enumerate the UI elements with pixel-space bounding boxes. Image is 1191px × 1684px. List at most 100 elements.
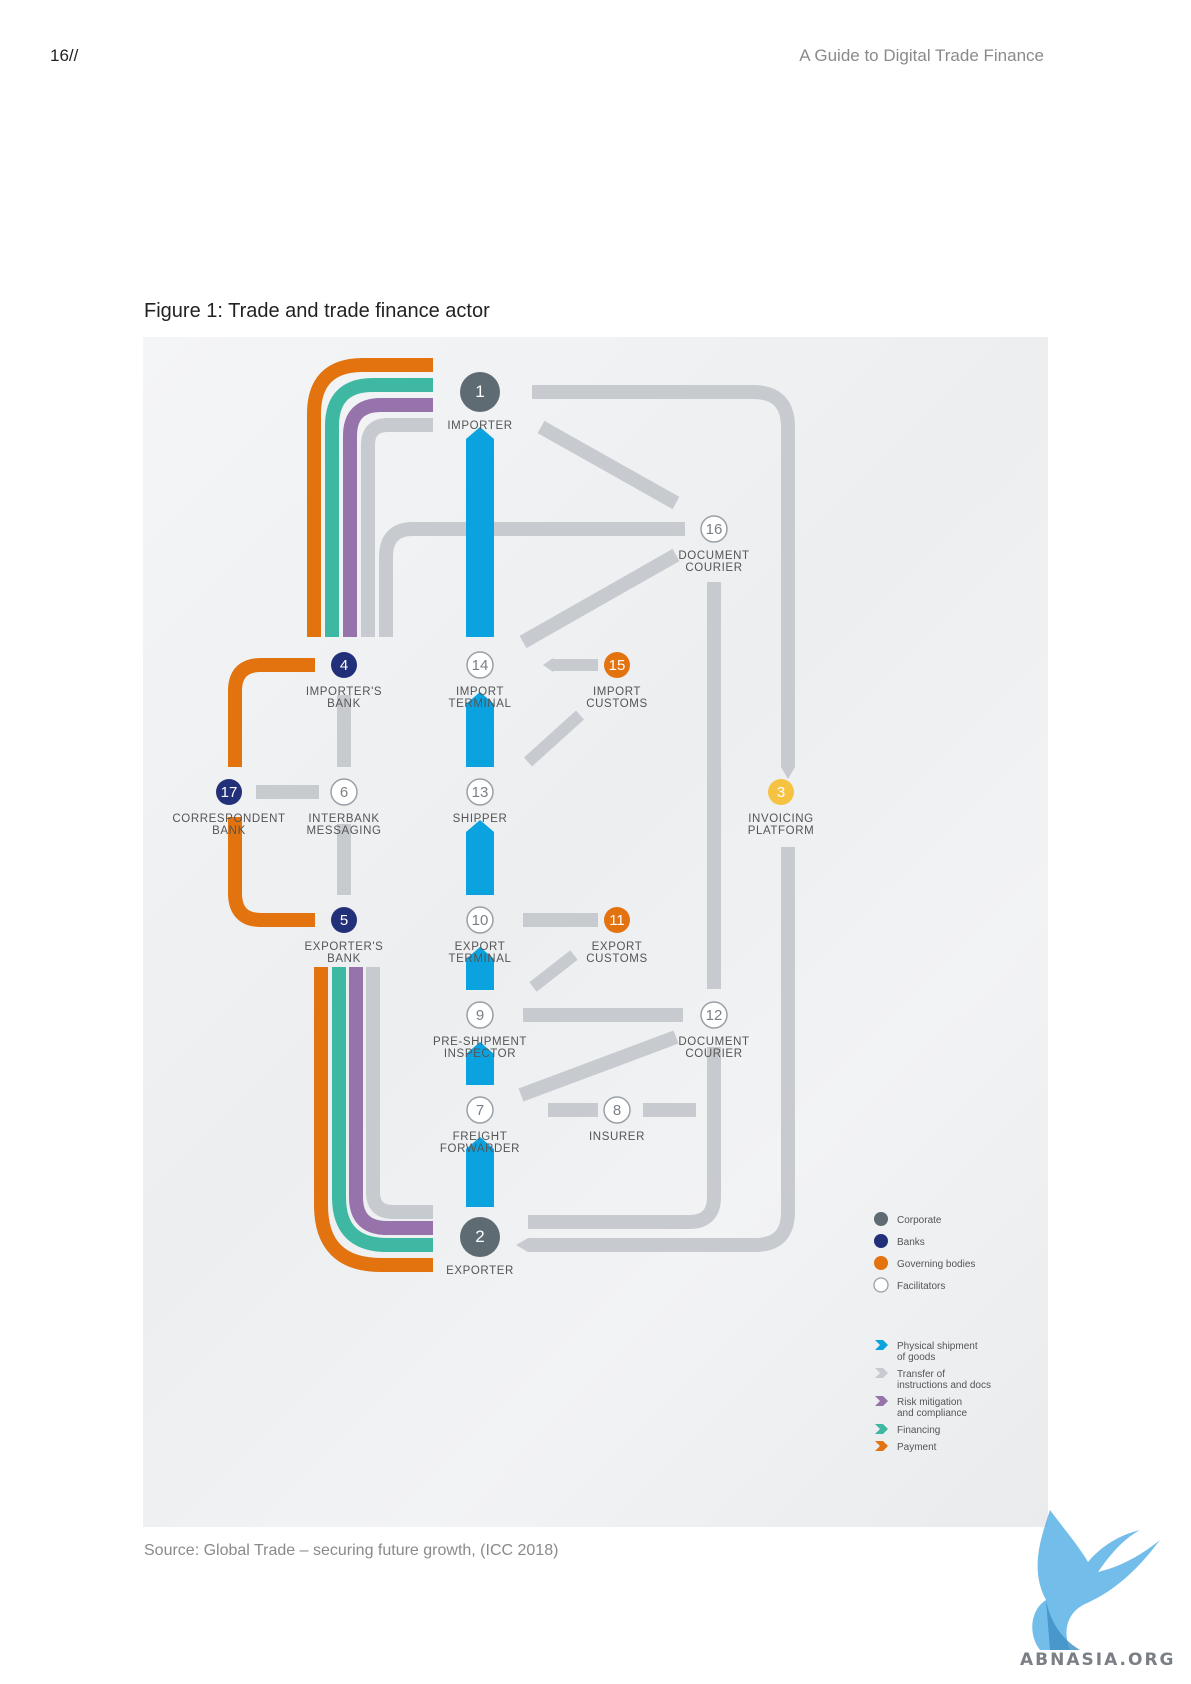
transfer-arrowhead <box>543 658 553 672</box>
node-7-marker <box>466 1096 494 1124</box>
legend-physical-chevron-icon <box>875 1340 888 1350</box>
transfer-courier12-forwarder <box>518 1030 679 1102</box>
node-17-marker <box>216 779 242 805</box>
node-4-marker <box>331 652 357 678</box>
node-14-label: IMPORT <box>456 686 504 698</box>
node-16-label: DOCUMENT <box>678 550 749 562</box>
node-10-marker <box>466 906 494 934</box>
running-title: A Guide to Digital Trade Finance <box>799 46 1044 65</box>
legend-governing-swatch <box>874 1256 888 1270</box>
transfer-arrowhead <box>781 767 795 779</box>
transfer-importer-invoicing <box>532 385 795 767</box>
legend-physical-label: Physical shipment <box>897 1341 978 1352</box>
transfer-shipper-customs15 <box>523 710 585 767</box>
physical-arrowhead <box>466 820 494 832</box>
legend-payment-chevron-icon <box>875 1441 888 1451</box>
physical-arrowhead <box>466 947 494 959</box>
node-13-number: 13 <box>472 784 489 801</box>
legend-bank-swatch <box>874 1234 888 1248</box>
node-7-label: FORWARDER <box>440 1143 520 1155</box>
legend-risk-label: Risk mitigation <box>897 1397 962 1408</box>
legend-risk-chevron-icon <box>875 1396 888 1406</box>
node-14-marker <box>466 651 494 679</box>
legend-financing-chevron-icon <box>875 1424 888 1434</box>
node-6-number: 6 <box>340 784 348 801</box>
legend-flow-payment: Payment <box>875 1441 937 1453</box>
node-3-marker <box>768 779 794 805</box>
watermark-text: ABNASIA.ORG <box>1020 1650 1176 1670</box>
node-12-label: COURIER <box>685 1048 742 1060</box>
node-3-number: 3 <box>777 784 785 801</box>
node-16-number: 16 <box>706 521 723 538</box>
transfer-importer-bank4 <box>361 418 433 637</box>
transfer-courier16-bank <box>379 522 685 637</box>
legend-payment-label: Payment <box>897 1442 937 1453</box>
node-6-label: INTERBANK <box>308 813 379 825</box>
node-15-number: 15 <box>609 657 626 674</box>
node-17-label: CORRESPONDENT <box>172 813 285 825</box>
legend-governing-label: Governing bodies <box>897 1259 975 1270</box>
payment-correspondent-bank5 <box>228 817 315 927</box>
legend-facilitator-swatch <box>873 1277 889 1293</box>
page-number: 16// <box>50 46 79 65</box>
risk-importer-bank4 <box>343 398 433 637</box>
physical-arrowhead <box>466 427 494 439</box>
node-1-number: 1 <box>475 382 484 401</box>
legend-bank-label: Banks <box>897 1237 925 1248</box>
node-17-number: 17 <box>221 784 238 801</box>
legend-corporate-label: Corporate <box>897 1215 942 1226</box>
legend-corporate-swatch <box>874 1212 888 1226</box>
physical-arrowhead <box>466 692 494 704</box>
node-14-label: TERMINAL <box>449 698 512 710</box>
node-3-label: PLATFORM <box>748 825 815 837</box>
figure-source: Source: Global Trade – securing future g… <box>144 1542 559 1559</box>
diagram-panel: 1 IMPORTER 2 EXPORTER 3 INVOICING PLATFORM 4 IMP… <box>143 337 1048 1527</box>
node-1-marker <box>460 372 500 412</box>
physical-arrowhead <box>466 1042 494 1054</box>
node-11-marker <box>604 907 630 933</box>
node-10-label: EXPORT <box>455 941 506 953</box>
node-6-label: MESSAGING <box>306 825 381 837</box>
transfer-invoicing-exporter <box>528 847 795 1252</box>
node-9-label: PRE-SHIPMENT <box>433 1036 527 1048</box>
transfer-arrowhead <box>516 1238 528 1252</box>
legend-flow-financing: Financing <box>875 1424 940 1436</box>
legend-financing-label: Financing <box>897 1425 940 1436</box>
legend-actor-corporate: Corporate <box>874 1212 942 1226</box>
node-13: 13 SHIPPER <box>453 778 507 825</box>
node-8-number: 8 <box>613 1102 621 1119</box>
legend-transfer-chevron-icon <box>875 1368 888 1378</box>
transfer-courier12-exporter <box>528 1047 721 1229</box>
legend-actor-bank: Banks <box>874 1234 925 1248</box>
node-15-marker <box>604 652 630 678</box>
legend-actor-facilitator: Facilitators <box>873 1277 945 1293</box>
node-6-marker <box>330 778 358 806</box>
node-16-label: COURIER <box>685 562 742 574</box>
figure-title: Figure 1: Trade and trade finance actor <box>144 300 490 322</box>
node-16-marker <box>700 515 728 543</box>
node-12-number: 12 <box>706 1007 723 1024</box>
physical-arrowhead <box>466 1137 494 1149</box>
node-9-marker <box>466 1001 494 1029</box>
node-15-label: CUSTOMS <box>586 698 648 710</box>
node-5-label: EXPORTER'S <box>305 941 384 953</box>
node-7-label: FREIGHT <box>453 1131 508 1143</box>
node-5-label: BANK <box>327 953 361 965</box>
node-11-number: 11 <box>609 912 625 929</box>
node-4-label: IMPORTER'S <box>306 686 382 698</box>
node-7-number: 7 <box>476 1102 484 1119</box>
financing-bank5-exporter <box>332 967 433 1252</box>
node-10-number: 10 <box>472 912 489 929</box>
payment-importer-bank4 <box>307 358 433 637</box>
